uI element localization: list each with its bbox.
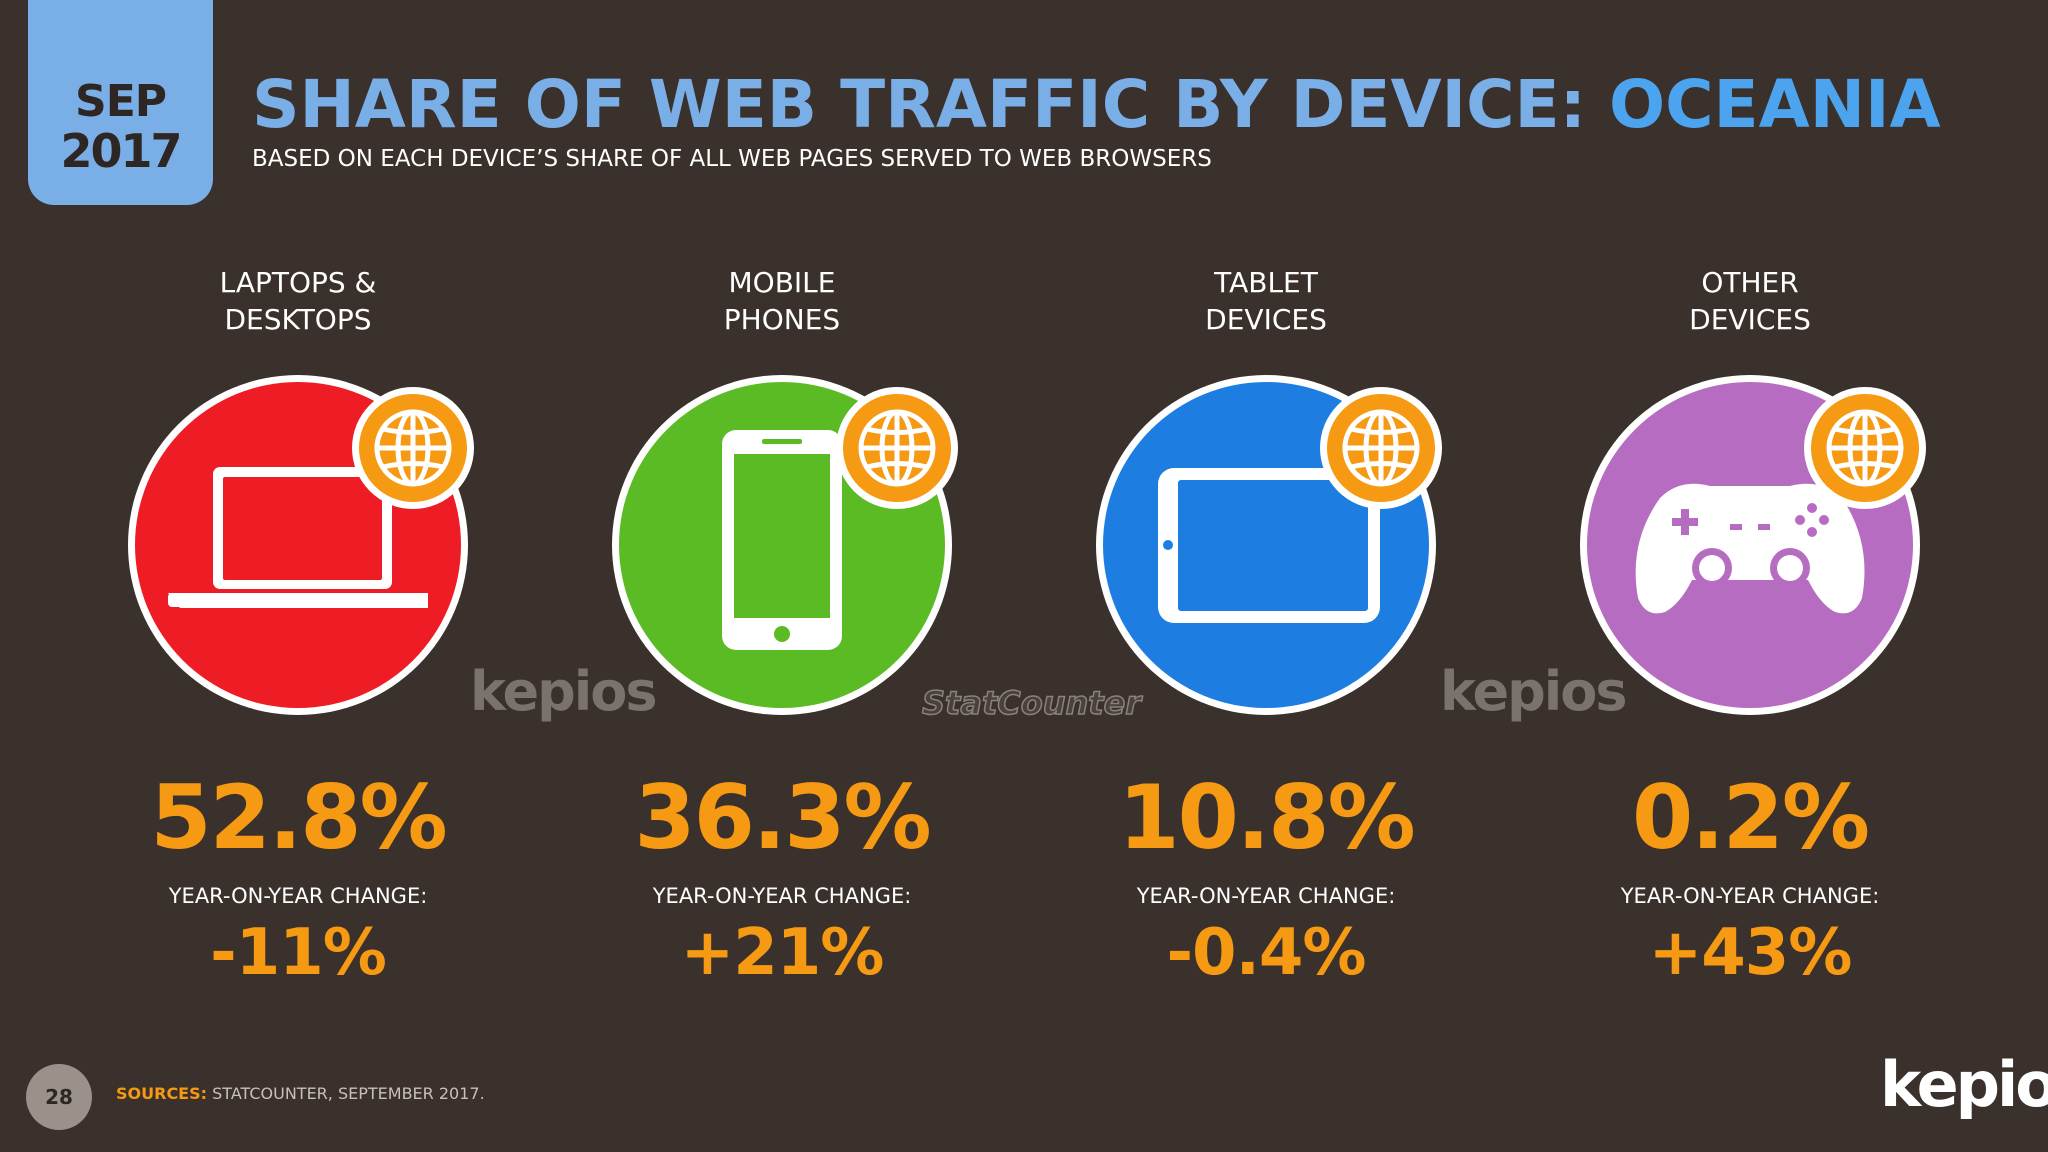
- mobile-phone-icon: [722, 430, 842, 650]
- other-circle: [1580, 375, 1926, 715]
- mobile-circle: [612, 375, 958, 715]
- yoy-value: +21%: [680, 916, 885, 990]
- device-label-line2: DESKTOPS: [224, 303, 372, 336]
- game-controller-icon: [1635, 483, 1865, 614]
- laptop-icon: [168, 467, 428, 608]
- globe-icon: [836, 387, 958, 509]
- statcounter-watermark: StatCounter: [921, 683, 1142, 723]
- title-region: OCEANIA: [1609, 66, 1941, 143]
- device-label-line2: DEVICES: [1205, 303, 1327, 336]
- share-value: 36.3%: [634, 766, 931, 869]
- yoy-label: YEAR-ON-YEAR CHANGE:: [652, 884, 912, 908]
- globe-icon: [352, 387, 474, 509]
- globe-icon: [1804, 387, 1926, 509]
- device-label-line2: PHONES: [723, 303, 841, 336]
- tablet-icon: [1158, 468, 1380, 623]
- device-column-laptops: LAPTOPS & DESKTOPS 52.8% YEAR-ON-YEAR CHA…: [78, 0, 518, 1152]
- device-label: TABLET DEVICES: [1046, 264, 1486, 338]
- kepios-logo: kepios: [1880, 1048, 2048, 1121]
- kepios-watermark-right: kepios: [1440, 660, 1627, 723]
- device-label-line1: OTHER: [1701, 266, 1799, 299]
- page-number: 28: [26, 1064, 92, 1130]
- page-title: SHARE OF WEB TRAFFIC BY DEVICE: OCEANIA: [252, 66, 1941, 143]
- device-label-line1: TABLET: [1214, 266, 1318, 299]
- device-label: MOBILE PHONES: [562, 264, 1002, 338]
- kepios-watermark-left: kepios: [470, 660, 657, 723]
- globe-icon: [1320, 387, 1442, 509]
- date-year: 2017: [60, 124, 182, 178]
- laptop-circle: [128, 375, 474, 715]
- share-value: 0.2%: [1631, 766, 1870, 869]
- device-column-tablet: TABLET DEVICES 10.8% YEAR-ON-YEAR CHANGE:…: [1046, 0, 1486, 1152]
- device-label-line1: MOBILE: [728, 266, 836, 299]
- device-column-mobile: MOBILE PHONES 36.3% YEAR-ON-YEAR CHANGE: …: [562, 0, 1002, 1152]
- yoy-label: YEAR-ON-YEAR CHANGE:: [1620, 884, 1880, 908]
- share-value: 52.8%: [150, 766, 447, 869]
- yoy-label: YEAR-ON-YEAR CHANGE:: [1136, 884, 1396, 908]
- tablet-circle: [1096, 375, 1442, 715]
- title-main: SHARE OF WEB TRAFFIC BY DEVICE:: [252, 66, 1587, 143]
- device-label-line1: LAPTOPS &: [219, 266, 377, 299]
- device-column-other: OTHER DEVICES: [1530, 0, 1970, 1152]
- yoy-value: -0.4%: [1166, 916, 1366, 990]
- yoy-value: +43%: [1648, 916, 1853, 990]
- device-label: LAPTOPS & DESKTOPS: [78, 264, 518, 338]
- sources-footnote: SOURCES: STATCOUNTER, SEPTEMBER 2017.: [116, 1084, 485, 1103]
- share-value: 10.8%: [1118, 766, 1415, 869]
- date-tab: SEP 2017: [28, 0, 213, 205]
- date-month: SEP: [75, 76, 167, 127]
- sources-key: SOURCES:: [116, 1084, 208, 1103]
- sources-text: STATCOUNTER, SEPTEMBER 2017.: [212, 1084, 485, 1103]
- device-label: OTHER DEVICES: [1530, 264, 1970, 338]
- page-subtitle: BASED ON EACH DEVICE’S SHARE OF ALL WEB …: [252, 146, 1212, 172]
- yoy-label: YEAR-ON-YEAR CHANGE:: [168, 884, 428, 908]
- yoy-value: -11%: [210, 916, 387, 990]
- device-label-line2: DEVICES: [1689, 303, 1811, 336]
